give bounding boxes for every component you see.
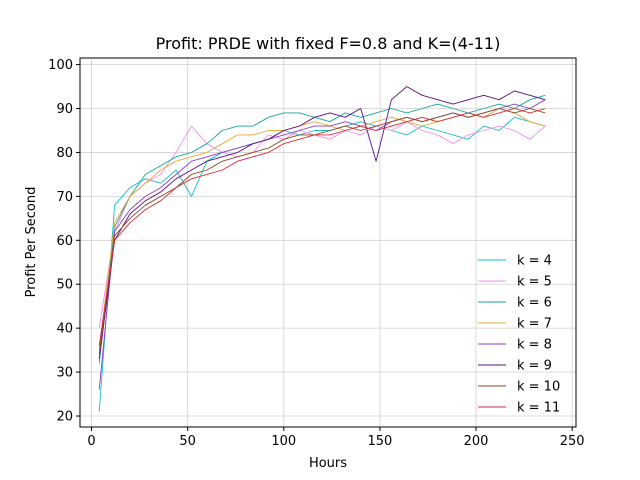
legend: k = 4 k = 5 k = 6 k = 7 k = 8 k = 9 k = 10 k = … <box>478 254 560 416</box>
axis-ticks: 0 50 100 150 200 250 20 30 40 50 60 70 80 90 100 <box>48 58 584 449</box>
y-tick-label: 20 <box>56 410 73 425</box>
x-tick-label: 250 <box>560 434 585 449</box>
series-line-6 <box>98 86 546 359</box>
legend-label: k = 10 <box>517 380 560 395</box>
series-line-8 <box>98 108 546 346</box>
legend-label: k = 4 <box>517 254 552 269</box>
series-line-3 <box>98 94 546 364</box>
x-tick-label: 50 <box>179 434 196 449</box>
series-line-2 <box>98 121 546 329</box>
y-axis-label: Profit Per Second <box>24 187 39 298</box>
x-tick-label: 0 <box>87 434 95 449</box>
y-tick-label: 30 <box>56 366 73 381</box>
series-lines <box>98 86 546 412</box>
x-tick-label: 150 <box>367 434 392 449</box>
plot-frame <box>79 57 577 428</box>
y-tick-label: 50 <box>56 278 73 293</box>
y-tick-label: 90 <box>56 102 73 117</box>
chart-title: Profit: PRDE with fixed F=0.8 and K=(4-1… <box>156 34 501 53</box>
y-tick-label: 60 <box>56 234 73 249</box>
series-line-1 <box>98 116 546 412</box>
legend-label: k = 7 <box>517 317 552 332</box>
legend-label: k = 5 <box>517 275 552 290</box>
legend-label: k = 8 <box>517 338 552 353</box>
x-tick-label: 200 <box>464 434 489 449</box>
y-tick-label: 40 <box>56 322 73 337</box>
y-tick-label: 80 <box>56 146 73 161</box>
legend-label: k = 6 <box>517 296 552 311</box>
legend-label: k = 9 <box>517 359 552 374</box>
x-axis-label: Hours <box>309 456 347 471</box>
grid <box>80 58 576 427</box>
y-tick-label: 100 <box>48 58 73 73</box>
x-tick-label: 100 <box>271 434 296 449</box>
series-line-7 <box>98 108 546 355</box>
legend-label: k = 11 <box>517 401 560 416</box>
y-tick-label: 70 <box>56 190 73 205</box>
